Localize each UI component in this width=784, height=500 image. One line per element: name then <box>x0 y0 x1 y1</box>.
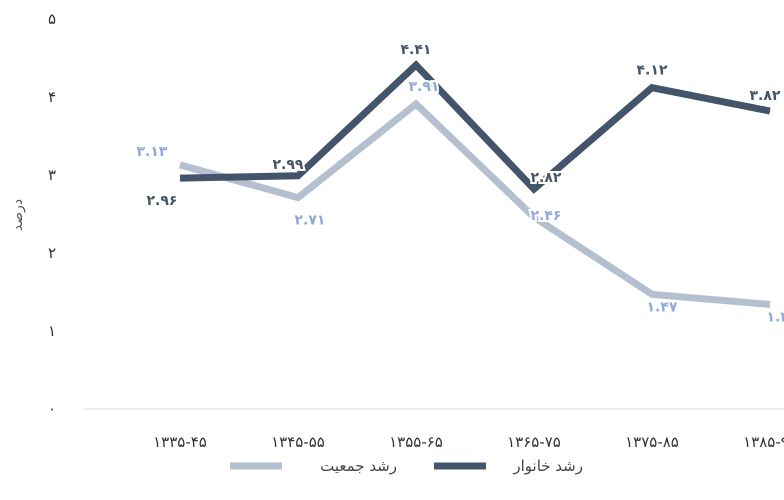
data-label: ۴.۴۱ <box>401 42 432 58</box>
data-label: ۱.۳۴ <box>767 309 784 325</box>
data-label: ۳.۸۲ <box>750 88 781 104</box>
y-tick-label: ۰ <box>48 400 56 418</box>
x-tick-label: ۱۳۴۵-۵۵ <box>271 433 325 451</box>
data-label: ۲.۴۶ <box>531 208 562 224</box>
data-label-halo: ۲.۷۱ <box>295 213 326 229</box>
data-label-halo: ۲.۹۹ <box>273 157 304 173</box>
y-axis-title: درصد <box>10 199 26 231</box>
legend-label: رشد جمعیت <box>320 457 397 475</box>
x-tick-label: ۱۳۵۵-۶۵ <box>389 433 443 451</box>
x-tick-label: ۱۳۸۵-۹۵ <box>743 433 784 451</box>
legend-label: رشد خانوار <box>512 457 583 475</box>
x-tick-label: ۱۳۳۵-۴۵ <box>153 433 207 451</box>
data-label-halo: ۳.۸۲ <box>750 88 781 104</box>
data-label: ۲.۸۲ <box>531 170 562 186</box>
data-label-halo: ۲.۸۲ <box>531 170 562 186</box>
data-label-halo: ۲.۴۶ <box>531 208 562 224</box>
series-line <box>179 99 771 308</box>
data-label: ۲.۹۹ <box>273 157 304 173</box>
data-label: ۲.۹۶ <box>147 193 178 209</box>
data-label: ۳.۹۱ <box>409 79 440 95</box>
data-label-halo: ۳.۹۱ <box>409 79 440 95</box>
y-tick-label: ۴ <box>48 88 56 106</box>
series-line <box>179 60 771 194</box>
data-label-halo: ۱.۴۷ <box>647 299 678 315</box>
data-label-layer: ۲.۹۶۲.۹۶۲.۹۹۲.۹۹۴.۴۱۴.۴۱۲.۸۲۲.۸۲۴.۱۲۴.۱۲… <box>135 40 784 327</box>
data-label-halo: ۱.۳۴ <box>767 309 784 325</box>
data-label-halo: ۳.۱۳ <box>137 144 168 160</box>
data-label-halo: ۴.۴۱ <box>401 42 432 58</box>
y-tick-label: ۳ <box>48 166 56 184</box>
x-tick-label: ۱۳۷۵-۸۵ <box>625 433 679 451</box>
y-tick-label: ۱ <box>48 322 56 340</box>
data-label-halo: ۲.۹۶ <box>147 193 178 209</box>
data-label: ۳.۱۳ <box>137 144 168 160</box>
y-tick-label: ۲ <box>48 244 56 262</box>
series-layer <box>179 60 771 308</box>
data-label: ۴.۱۲ <box>637 63 668 79</box>
x-tick-label: ۱۳۶۵-۷۵ <box>507 433 561 451</box>
data-label: ۲.۷۱ <box>295 213 326 229</box>
data-label-halo: ۴.۱۲ <box>637 63 668 79</box>
data-label: ۱.۴۷ <box>647 299 678 315</box>
y-tick-label: ۵ <box>48 10 56 28</box>
axis-layer: ۰ ۱ ۲ ۳ ۴ ۵ درصد ۱۳۳۵-۴۵ ۱۳۴۵-۵۵ ۱۳۵۵-۶۵ ۱۳۶۵-۷۵ ۱۳… <box>10 10 784 451</box>
legend: رشد خانوار رشد جمعیت <box>230 457 583 475</box>
